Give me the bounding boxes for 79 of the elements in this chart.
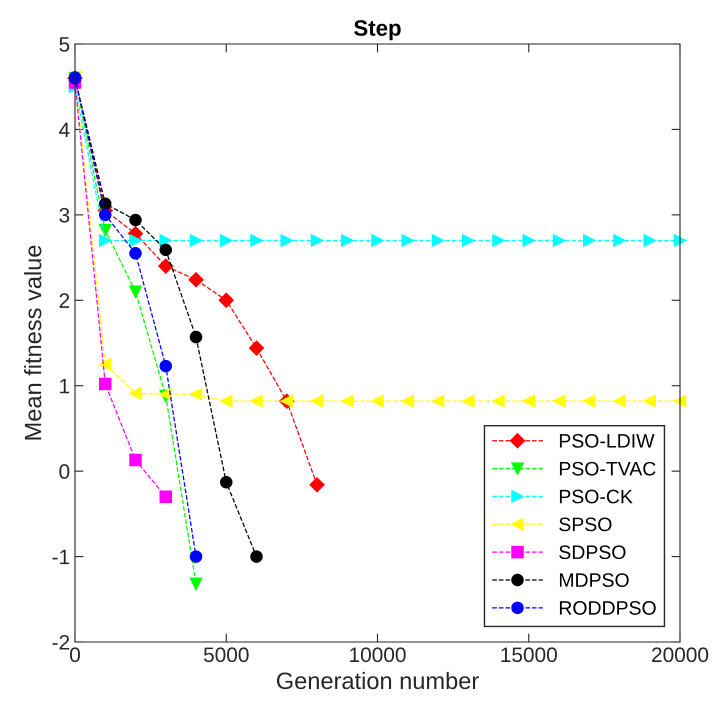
point	[644, 394, 656, 408]
point	[250, 394, 263, 408]
point	[190, 388, 202, 401]
point	[190, 578, 202, 590]
legend-label: SDPSO	[559, 545, 626, 560]
point	[552, 234, 566, 247]
point	[99, 208, 112, 222]
point	[310, 394, 324, 408]
point	[160, 360, 172, 372]
y-tick-label: 4	[59, 122, 70, 137]
point	[492, 234, 505, 247]
point	[158, 258, 174, 274]
point	[250, 550, 263, 563]
point	[341, 234, 354, 247]
y-tick-label: 2	[60, 293, 70, 308]
x-tick-label: 15000	[501, 647, 557, 662]
point	[341, 394, 354, 408]
point	[99, 378, 112, 390]
y-tick-label: 5	[59, 37, 70, 52]
point	[190, 234, 202, 247]
y-tick-label: -2	[52, 635, 70, 650]
point	[280, 234, 293, 247]
point	[188, 272, 204, 288]
point	[644, 234, 656, 247]
legend-label: MDPSO	[560, 573, 629, 587]
point	[160, 234, 172, 247]
x-axis-title: Generation number	[276, 672, 479, 690]
point	[99, 234, 112, 247]
point	[462, 394, 474, 408]
point	[583, 394, 596, 408]
point	[160, 244, 172, 256]
point	[220, 394, 232, 408]
point	[674, 394, 686, 408]
x-tick-label: 0	[70, 647, 80, 662]
point	[218, 292, 234, 308]
point	[552, 394, 566, 408]
point	[160, 490, 172, 504]
point	[402, 234, 414, 247]
y-tick-label: 0	[59, 464, 70, 479]
point	[129, 234, 142, 247]
legend-label: PSO-TVAC	[560, 462, 656, 476]
x-tick-label: 10000	[350, 647, 406, 662]
point	[402, 394, 414, 408]
point	[522, 234, 535, 247]
point	[220, 476, 232, 488]
point	[371, 394, 384, 408]
point	[432, 394, 444, 408]
chart-title: Step	[354, 20, 401, 40]
point	[129, 285, 142, 298]
point	[309, 477, 325, 492]
y-tick-label: 1	[60, 378, 70, 394]
point	[99, 358, 112, 371]
point	[129, 247, 142, 260]
x-tick-label: 20000	[652, 647, 708, 662]
point	[432, 234, 444, 247]
point	[462, 234, 474, 247]
y-tick-label: 3	[59, 208, 70, 223]
legend-label: PSO-CK	[560, 490, 633, 504]
legend-label: RODDPSO	[560, 601, 656, 615]
point	[310, 234, 324, 247]
point	[583, 234, 596, 247]
point	[522, 394, 535, 408]
point	[613, 394, 626, 408]
y-tick-label: -1	[52, 550, 70, 564]
point	[248, 340, 264, 356]
point	[129, 387, 142, 400]
y-axis-title: Mean fitness value	[24, 246, 42, 440]
point	[613, 234, 626, 247]
point	[190, 330, 202, 344]
point	[220, 234, 232, 247]
point	[129, 214, 142, 226]
legend-label: PSO-LDIW	[560, 434, 654, 448]
point	[129, 454, 142, 466]
x-tick-label: 5000	[204, 647, 249, 662]
point	[492, 394, 505, 408]
point	[371, 234, 384, 247]
point	[250, 234, 263, 247]
legend-label: SPSO	[559, 518, 612, 532]
point	[190, 550, 202, 563]
